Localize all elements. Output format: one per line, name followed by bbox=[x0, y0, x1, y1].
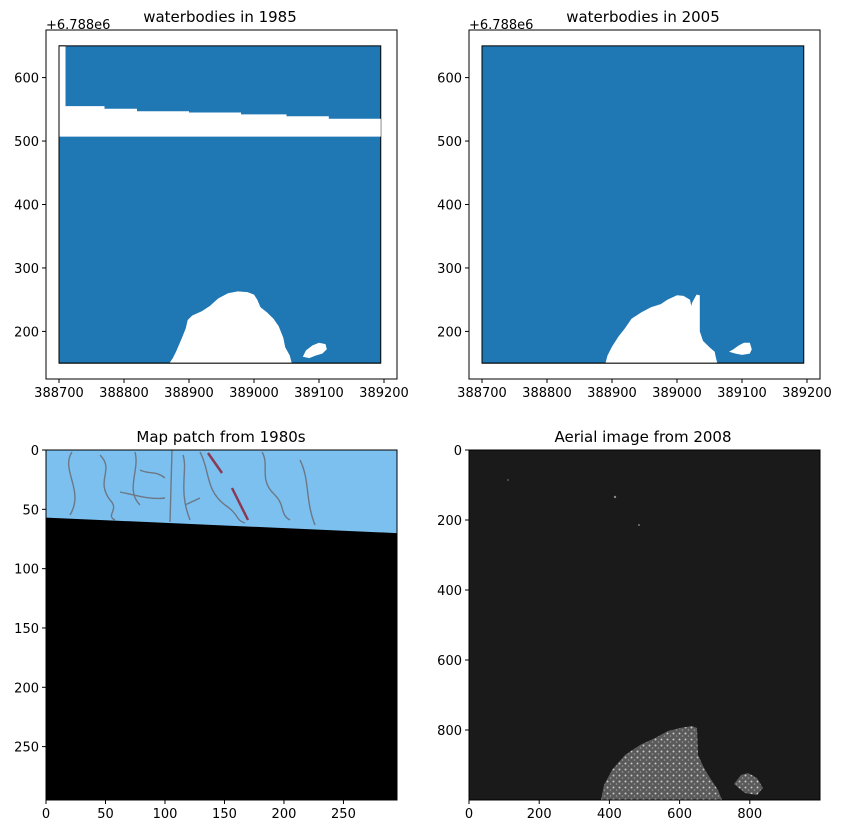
panel-aerial-2008: Aerial image from 2008 0 200 400 600 800 0 200… bbox=[437, 428, 821, 822]
y-tick-label: 150 bbox=[14, 622, 39, 637]
aerial-speck bbox=[638, 524, 640, 526]
y-tick-label: 300 bbox=[437, 262, 462, 277]
offset-label-2005: +6.788e6 bbox=[469, 18, 533, 33]
y-tick-label: 500 bbox=[437, 135, 462, 150]
x-tick-label: 388800 bbox=[522, 386, 572, 401]
y-tick-label: 800 bbox=[437, 724, 462, 739]
island-small bbox=[729, 342, 752, 355]
x-tick-label: 250 bbox=[331, 807, 356, 822]
y-tick-label: 500 bbox=[14, 135, 39, 150]
x-tick-label: 389000 bbox=[652, 386, 702, 401]
x-tick-label: 388900 bbox=[587, 386, 637, 401]
offset-label-1985: +6.788e6 bbox=[46, 18, 110, 33]
title-1985: waterbodies in 1985 bbox=[143, 8, 297, 26]
x-tick-label: 400 bbox=[597, 807, 622, 822]
x-tick-label: 389100 bbox=[294, 386, 344, 401]
y-tick-label: 0 bbox=[454, 444, 462, 459]
x-tick-label: 0 bbox=[465, 807, 473, 822]
y-tick-label: 200 bbox=[14, 681, 39, 696]
x-tick-label: 389000 bbox=[229, 386, 279, 401]
island-small bbox=[302, 342, 327, 359]
x-tick-label: 600 bbox=[667, 807, 692, 822]
x-tick-label: 150 bbox=[212, 807, 237, 822]
x-tick-label: 389200 bbox=[359, 386, 409, 401]
aerial-speck bbox=[613, 495, 617, 499]
y-tick-label: 600 bbox=[14, 72, 39, 87]
y-tick-label: 0 bbox=[31, 444, 39, 459]
aerial-speck bbox=[507, 479, 509, 481]
title-map-patch: Map patch from 1980s bbox=[136, 428, 305, 446]
panel-waterbodies-1985: waterbodies in 1985 +6.788e6 388700 38880… bbox=[14, 8, 409, 401]
panel-waterbodies-2005: waterbodies in 2005 +6.788e6 388700 38880… bbox=[437, 8, 832, 401]
land-strip bbox=[59, 45, 381, 137]
map-patch-nodata-region bbox=[46, 517, 397, 800]
island-large bbox=[605, 294, 718, 364]
y-tick-label: 200 bbox=[14, 325, 39, 340]
aerial-island-large bbox=[601, 726, 722, 800]
title-aerial: Aerial image from 2008 bbox=[554, 428, 731, 446]
y-tick-label: 400 bbox=[437, 584, 462, 599]
x-tick-label: 388700 bbox=[34, 386, 84, 401]
x-tick-label: 50 bbox=[97, 807, 114, 822]
map-patch-contour-lines bbox=[67, 450, 316, 526]
aerial-image-background bbox=[469, 450, 820, 800]
y-tick-label: 200 bbox=[437, 514, 462, 529]
y-tick-label: 600 bbox=[437, 654, 462, 669]
y-tick-label: 250 bbox=[14, 741, 39, 756]
axes-frame-map-patch bbox=[45, 449, 398, 801]
x-tick-label: 388700 bbox=[457, 386, 507, 401]
x-tick-label: 200 bbox=[527, 807, 552, 822]
y-tick-label: 300 bbox=[14, 262, 39, 277]
y-tick-label: 100 bbox=[14, 563, 39, 578]
x-tick-label: 200 bbox=[272, 807, 297, 822]
title-2005: waterbodies in 2005 bbox=[566, 8, 720, 26]
x-tick-label: 389200 bbox=[782, 386, 832, 401]
y-tick-label: 400 bbox=[14, 199, 39, 214]
y-tick-label: 400 bbox=[437, 199, 462, 214]
panel-map-patch-1980s: Map patch from 1980s bbox=[14, 428, 398, 822]
x-tick-label: 800 bbox=[737, 807, 762, 822]
x-tick-label: 389100 bbox=[717, 386, 767, 401]
y-tick-label: 200 bbox=[437, 325, 462, 340]
x-tick-label: 388800 bbox=[99, 386, 149, 401]
y-tick-label: 600 bbox=[437, 72, 462, 87]
x-tick-label: 0 bbox=[42, 807, 50, 822]
map-patch-road-lines bbox=[206, 452, 250, 521]
island-large bbox=[169, 291, 292, 364]
x-tick-label: 388900 bbox=[164, 386, 214, 401]
x-tick-label: 100 bbox=[153, 807, 178, 822]
water-area bbox=[481, 45, 805, 364]
axes-frame-aerial bbox=[468, 449, 821, 801]
y-tick-label: 50 bbox=[22, 503, 39, 518]
aerial-island-small bbox=[734, 773, 763, 795]
